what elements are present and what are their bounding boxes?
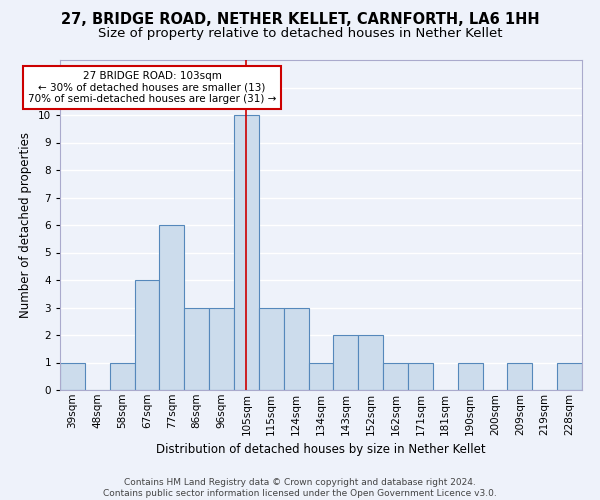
Bar [234, 115, 259, 390]
Bar [110, 362, 134, 390]
Bar [60, 362, 85, 390]
Bar [308, 362, 334, 390]
Bar [557, 362, 582, 390]
Bar [160, 225, 184, 390]
Text: 27, BRIDGE ROAD, NETHER KELLET, CARNFORTH, LA6 1HH: 27, BRIDGE ROAD, NETHER KELLET, CARNFORT… [61, 12, 539, 28]
Text: 27 BRIDGE ROAD: 103sqm
← 30% of detached houses are smaller (13)
70% of semi-det: 27 BRIDGE ROAD: 103sqm ← 30% of detached… [28, 71, 276, 104]
Bar [383, 362, 408, 390]
Y-axis label: Number of detached properties: Number of detached properties [19, 132, 32, 318]
Bar [134, 280, 160, 390]
Bar [259, 308, 284, 390]
Bar [284, 308, 308, 390]
Bar [508, 362, 532, 390]
Bar [334, 335, 358, 390]
Text: Contains HM Land Registry data © Crown copyright and database right 2024.
Contai: Contains HM Land Registry data © Crown c… [103, 478, 497, 498]
Bar [209, 308, 234, 390]
Bar [358, 335, 383, 390]
X-axis label: Distribution of detached houses by size in Nether Kellet: Distribution of detached houses by size … [156, 443, 486, 456]
Text: Size of property relative to detached houses in Nether Kellet: Size of property relative to detached ho… [98, 28, 502, 40]
Bar [408, 362, 433, 390]
Bar [458, 362, 482, 390]
Bar [184, 308, 209, 390]
